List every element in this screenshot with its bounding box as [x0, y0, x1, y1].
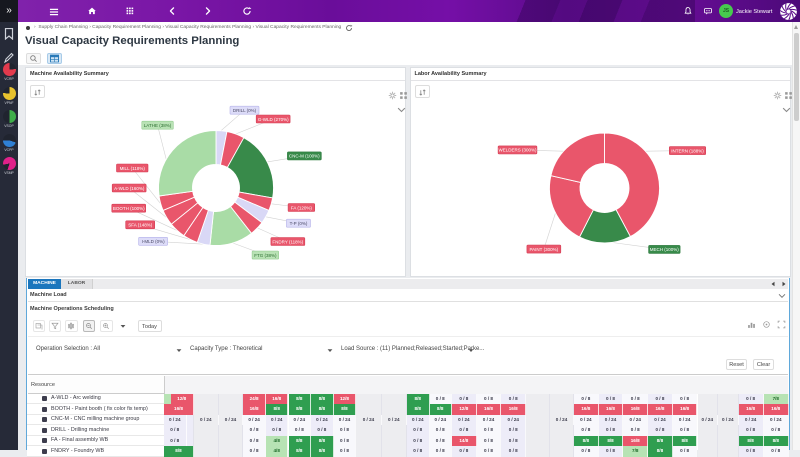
svg-text:WELDERS (300%): WELDERS (300%) [498, 148, 537, 153]
svg-text:INTERN (188%): INTERN (188%) [671, 148, 704, 153]
svg-text:MECH (100%): MECH (100%) [649, 247, 679, 252]
svg-text:MILL (118%): MILL (118%) [120, 166, 146, 171]
svg-text:LATHE (38%): LATHE (38%) [144, 123, 172, 128]
svg-text:SFA (148%): SFA (148%) [128, 223, 153, 228]
svg-text:DRILL (0%): DRILL (0%) [233, 108, 257, 113]
svg-text:FTG (38%): FTG (38%) [254, 253, 277, 258]
svg-text:FNDRY (118%): FNDRY (118%) [272, 239, 303, 244]
svg-text:PAINT (300%): PAINT (300%) [529, 247, 558, 252]
svg-text:FA (120%): FA (120%) [291, 205, 313, 210]
svg-text:T-P (0%): T-P (0%) [290, 221, 308, 226]
svg-text:A-WLD (160%): A-WLD (160%) [114, 186, 145, 191]
svg-text:BOOTH (100%): BOOTH (100%) [113, 206, 145, 211]
svg-text:I-MLD (0%): I-MLD (0%) [142, 239, 166, 244]
svg-text:G-WLD (270%): G-WLD (270%) [258, 117, 289, 122]
svg-text:CNC-M (100%): CNC-M (100%) [289, 154, 320, 159]
